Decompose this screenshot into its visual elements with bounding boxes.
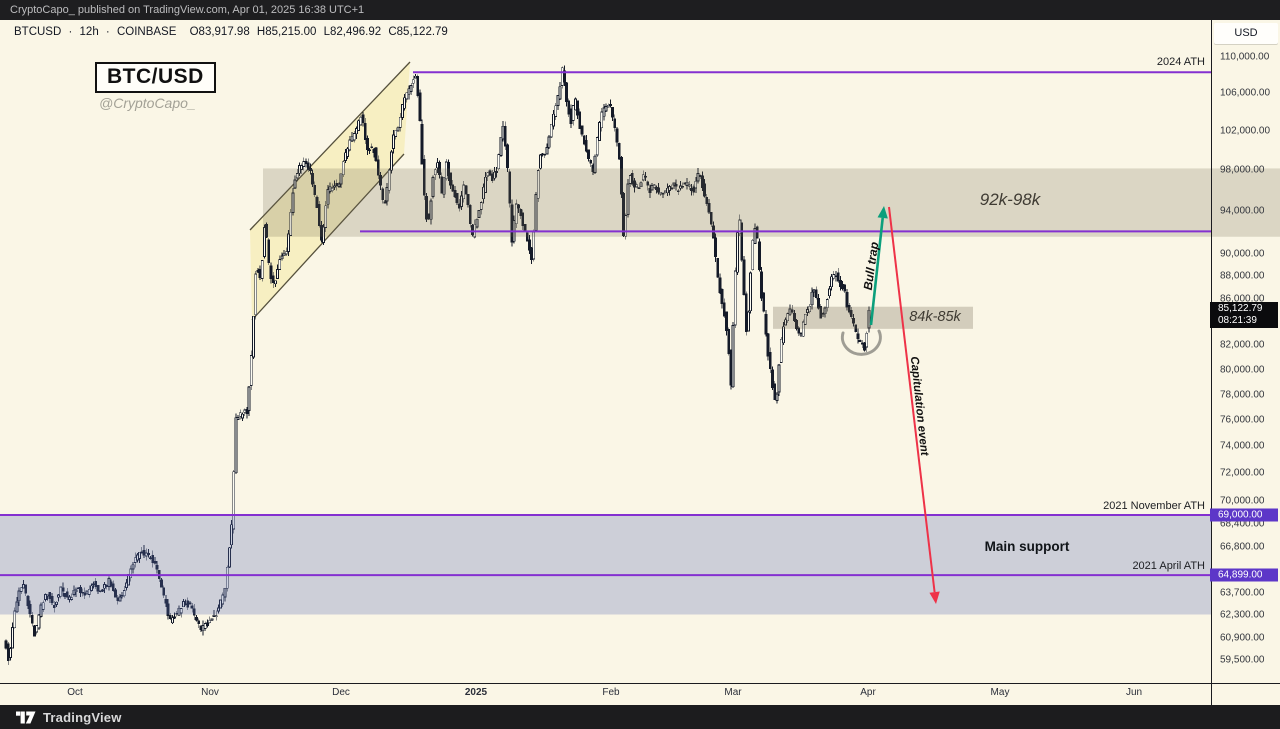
exchange-label: COINBASE: [116, 26, 177, 38]
candle-countdown: 08:21:39: [1218, 315, 1257, 326]
price-tick-label: 94,000.00: [1220, 205, 1265, 217]
publisher-bar: CryptoCapo_ published on TradingView.com…: [0, 0, 1280, 20]
time-axis-label: Jun: [1125, 687, 1143, 698]
time-axis[interactable]: Oct Nov Dec 2025 Feb Mar Apr May Jun: [0, 684, 1211, 705]
price-tick-label: 110,000.00: [1220, 51, 1270, 63]
time-axis-label: 2025: [464, 687, 488, 698]
price-tick-label: 106,000.00: [1220, 87, 1271, 99]
price-tick-label: 59,500.00: [1220, 654, 1265, 666]
ath-2024-label: 2024 ATH: [1156, 56, 1205, 68]
publisher-text: CryptoCapo_ published on TradingView.com…: [10, 4, 365, 16]
footer-bar: TradingView: [0, 705, 1280, 729]
symbol-header: BTCUSD · 12h · COINBASE O83,917.98 H85,2…: [14, 26, 452, 38]
price-tick-label: 74,000.00: [1220, 440, 1265, 452]
separator-dot: ·: [105, 26, 110, 38]
last-price-badge: 85,122.79 08:21:39: [1210, 302, 1278, 328]
time-axis-label: Dec: [332, 687, 350, 698]
tradingview-brand-text: TradingView: [43, 709, 122, 725]
ohlc-open: O83,917.98: [189, 26, 250, 38]
time-axis-label: May: [990, 687, 1010, 698]
interval-label: 12h: [79, 26, 99, 38]
price-tick-label: 72,000.00: [1220, 467, 1265, 479]
price-tick-label: 70,000.00: [1220, 495, 1265, 507]
price-tick-label: 82,000.00: [1220, 339, 1265, 351]
price-tick-label: 63,700.00: [1220, 587, 1265, 599]
ohlc-high: H85,215.00: [256, 26, 317, 38]
price-tick-label: 98,000.00: [1220, 164, 1265, 176]
price-tick-label: 90,000.00: [1220, 248, 1265, 260]
last-price-value: 85,122.79: [1218, 303, 1263, 314]
zone-label-84k-85k: 84k-85k: [909, 309, 961, 325]
tradingview-logo-icon: [16, 711, 36, 723]
price-axis[interactable]: USD 110,000.00 106,000.00 102,000.00 98,000…: [1210, 20, 1280, 705]
price-tick-label: 86,000.00: [1220, 293, 1265, 305]
separator-dot: ·: [68, 26, 73, 38]
time-axis-label: Feb: [602, 687, 620, 698]
price-tick-label: 66,800.00: [1220, 541, 1265, 553]
price-tick-label: 68,400.00: [1220, 518, 1265, 530]
symbol-name: BTCUSD: [14, 26, 62, 38]
ohlc-low: L82,496.92: [323, 26, 382, 38]
chart-title-watermark: BTC/USD: [95, 62, 216, 93]
chart-background: [0, 20, 1280, 705]
price-tick-label: 62,300.00: [1220, 609, 1265, 621]
zone-label-92k-98k: 92k-98k: [979, 190, 1041, 209]
time-axis-border: [0, 683, 1280, 684]
author-handle: @CryptoCapo_: [99, 95, 196, 111]
time-axis-label: Apr: [860, 687, 876, 698]
time-axis-label: Nov: [201, 687, 219, 698]
time-axis-label: Mar: [724, 687, 742, 698]
ohlc-close: C85,122.79: [388, 26, 448, 38]
ath-2021-april-label: 2021 April ATH: [1132, 560, 1205, 572]
currency-toggle-button[interactable]: USD: [1214, 23, 1278, 44]
price-tick-label: 80,000.00: [1220, 364, 1265, 376]
ath-2021-november-label: 2021 November ATH: [1103, 500, 1205, 512]
price-tick-label: 60,900.00: [1220, 632, 1265, 644]
level-price-badge: 64,899.00: [1210, 568, 1278, 582]
price-tick-label: 78,000.00: [1220, 389, 1265, 401]
level-price-badge: 69,000.00: [1210, 508, 1278, 522]
price-tick-label: 102,000.00: [1220, 125, 1271, 137]
price-tick-label: 76,000.00: [1220, 414, 1265, 426]
price-tick-label: 88,000.00: [1220, 270, 1265, 282]
time-axis-label: Oct: [67, 687, 83, 698]
main-support-label: Main support: [984, 539, 1070, 554]
